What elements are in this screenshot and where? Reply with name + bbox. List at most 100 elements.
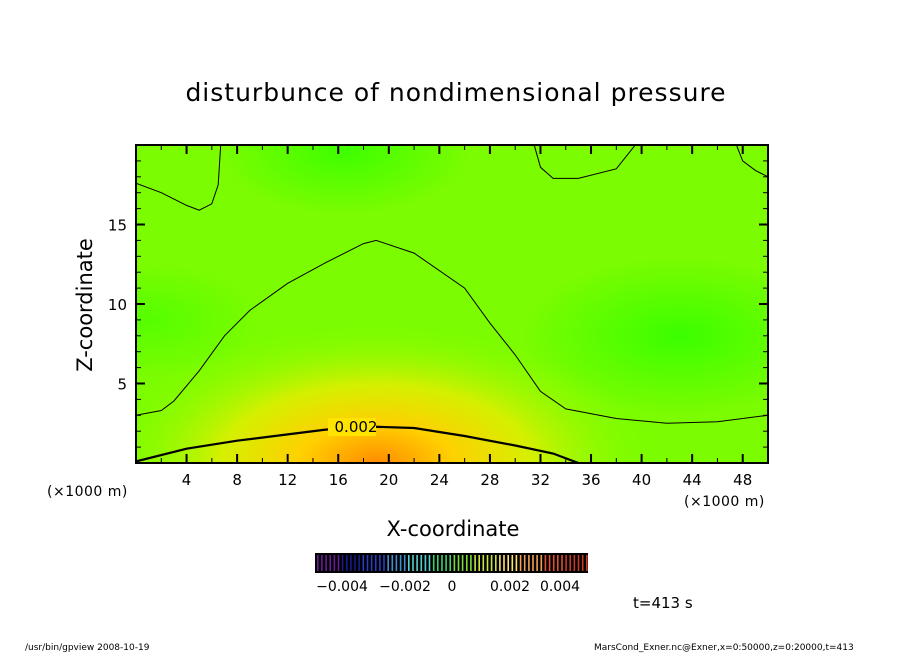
colorbar-swatch	[519, 555, 522, 571]
colorbar-swatch	[528, 555, 530, 571]
colorbar-tick-label: 0.004	[540, 579, 580, 595]
x-tick-label: 32	[531, 471, 550, 489]
time-label: t=413 s	[633, 594, 693, 612]
colorbar-tick-label: 0	[448, 579, 457, 595]
colorbar-swatch	[333, 555, 336, 571]
contour-label: 0.002	[335, 418, 378, 436]
colorbar-swatch	[358, 555, 360, 571]
colorbar-swatch	[470, 555, 472, 571]
y-axis-title: Z-coordinate	[73, 238, 97, 372]
x-tick-label: 20	[379, 471, 398, 489]
colorbar-swatch	[490, 555, 493, 571]
colorbar-swatch	[577, 555, 580, 571]
colorbar-swatch	[362, 555, 365, 571]
chart-title-text: disturbunce of nondimensional pressure	[185, 78, 727, 107]
colorbar-swatch	[523, 555, 526, 571]
colorbar-swatch	[552, 555, 555, 571]
colorbar-swatch	[466, 555, 468, 571]
colorbar-swatch	[416, 555, 418, 571]
colorbar-swatch	[511, 555, 514, 571]
colorbar-swatch	[445, 555, 447, 571]
colorbar-swatch	[544, 555, 547, 571]
colorbar-frame	[315, 553, 588, 573]
colorbar-swatch	[499, 555, 501, 571]
colorbar-swatch	[350, 555, 352, 571]
colorbar-swatch	[486, 555, 489, 571]
colorbar-swatch	[403, 555, 406, 571]
colorbar-swatch	[321, 555, 323, 571]
colorbar-swatch	[540, 555, 543, 571]
x-tick-label: 36	[581, 471, 600, 489]
heatmap-field	[136, 145, 768, 463]
field-max-bottom	[136, 145, 768, 463]
colorbar-swatch	[383, 555, 385, 571]
colorbar-swatch	[408, 555, 410, 571]
x-tick-label: 8	[232, 471, 242, 489]
colorbar-swatch	[565, 555, 567, 571]
colorbar-swatch	[586, 555, 588, 571]
colorbar-swatch	[561, 555, 563, 571]
colorbar-swatch	[573, 555, 576, 571]
y-tick-label: 15	[108, 217, 127, 235]
colorbar-swatch	[569, 555, 571, 571]
colorbar-swatch	[412, 555, 414, 571]
colorbar-swatch	[536, 555, 538, 571]
contour-line-1	[136, 239, 768, 424]
colorbar-swatch	[374, 555, 377, 571]
colorbar-swatch	[399, 555, 402, 571]
colorbar-swatch	[428, 555, 431, 571]
colorbar-swatch	[432, 555, 435, 571]
x-tick-label: 16	[329, 471, 348, 489]
colorbar-swatch	[515, 555, 518, 571]
x-tick-label: 40	[632, 471, 651, 489]
colorbar-swatch	[325, 555, 327, 571]
colorbar-swatch	[478, 555, 480, 571]
x-axis-title: X-coordinate	[387, 517, 520, 541]
colorbar-swatch	[317, 555, 319, 571]
x-tick-label: 4	[182, 471, 192, 489]
colorbar-swatch	[474, 555, 476, 571]
colorbar	[315, 553, 588, 573]
footer-program-date: /usr/bin/gpview 2008-10-19	[25, 643, 150, 653]
colorbar-swatch	[548, 555, 551, 571]
contour-line-2	[136, 145, 222, 211]
x-tick-label: 44	[683, 471, 702, 489]
colorbar-swatch	[461, 555, 464, 571]
colorbar-swatch	[581, 555, 584, 571]
colorbar-swatch	[387, 555, 389, 571]
y-tick-label: 5	[117, 376, 127, 394]
contour-line-4	[735, 145, 768, 178]
colorbar-swatch	[341, 555, 344, 571]
colorbar-tick-label: −0.004	[316, 579, 368, 595]
colorbar-swatch	[370, 555, 373, 571]
chart-title: disturbunce of nondimensional pressure	[0, 78, 904, 107]
colorbar-swatch	[557, 555, 559, 571]
x-unit-label-left: (×1000 m)	[47, 484, 128, 500]
x-tick-label: 24	[430, 471, 449, 489]
colorbar-swatch	[391, 555, 394, 571]
contour-line-3	[533, 145, 636, 179]
colorbar-swatch	[507, 555, 509, 571]
footer-data-source: MarsCond_Exner.nc@Exner,x=0:50000,z=0:20…	[594, 643, 854, 653]
colorbar-swatch	[379, 555, 381, 571]
colorbar-swatch	[441, 555, 443, 571]
x-tick-label: 12	[278, 471, 297, 489]
x-tick-label: 48	[733, 471, 752, 489]
colorbar-tick-label: 0.002	[490, 579, 530, 595]
colorbar-swatch	[503, 555, 505, 571]
colorbar-swatch	[366, 555, 369, 571]
colorbar-tick-label: −0.002	[379, 579, 431, 595]
colorbar-swatch	[449, 555, 451, 571]
colorbar-swatch	[420, 555, 423, 571]
colorbar-swatch	[329, 555, 331, 571]
colorbar-swatch	[457, 555, 460, 571]
colorbar-swatch	[453, 555, 456, 571]
x-tick-label: 28	[480, 471, 499, 489]
x-unit-label-right: (×1000 m)	[684, 494, 765, 510]
colorbar-swatch	[346, 555, 348, 571]
colorbar-swatch	[532, 555, 534, 571]
colorbar-swatch	[495, 555, 497, 571]
colorbar-swatch	[337, 555, 340, 571]
y-tick-label: 10	[108, 296, 127, 314]
